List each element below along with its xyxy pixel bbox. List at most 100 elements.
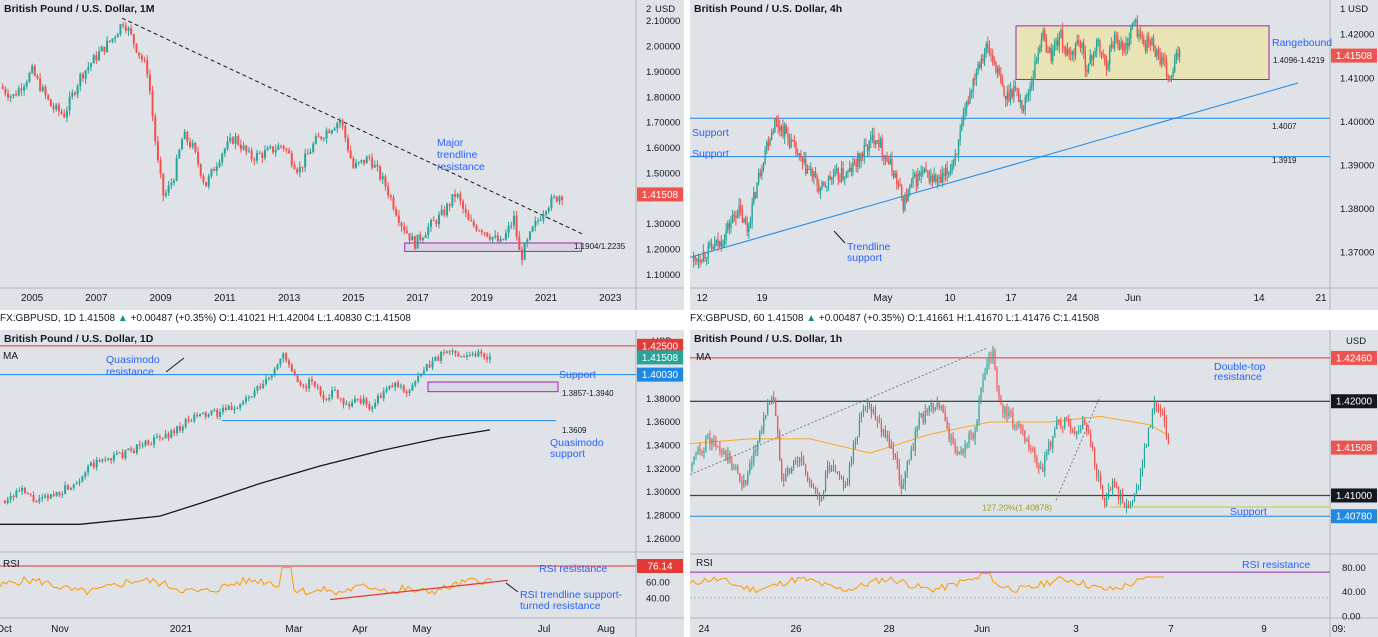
candle-body [491,237,494,240]
candle-body [285,353,288,361]
candle-body [1131,22,1134,28]
chart-panel-4h[interactable]: 1.37000 1.38000 1.39000 1.40000 1.41000 1.420… [690,0,1378,310]
candle-body [1008,411,1010,417]
candle-body [178,149,181,159]
legend-1d-symbol: FX:GBPUSD, 1D [0,313,77,324]
candle-body [926,410,928,412]
candle-body [170,430,173,438]
hourly-price-tag-3-bg [1331,488,1377,503]
candle-body [765,415,767,418]
candle-body [850,168,852,173]
candle-body [1154,50,1156,57]
candle-body [356,398,359,400]
candle-body [201,412,204,414]
candle-body [1147,427,1150,447]
hourly-annot-support: Support [1230,506,1267,518]
candle-body [29,493,32,496]
candle-body [733,468,735,470]
hourly-price-tag-1-bg [1331,394,1377,409]
candle-body [946,421,948,428]
panel-divider-vertical[interactable] [684,0,690,637]
candle-body [737,467,739,474]
candle-body [494,235,497,238]
candle-body [870,137,872,141]
candle-body [939,176,942,183]
candle-body [227,406,230,410]
legend-1h-open: O:1.41661 [907,313,954,324]
candle-body [414,381,417,386]
candle-body [910,449,912,460]
candle-body [977,64,979,71]
candle-body [787,468,789,474]
chart-panel-hourly[interactable]: USD 24 26 28 Jun 3 7 9 09: Double-top resistance 12… [690,330,1378,637]
candle-body [715,441,717,446]
chart-panel-monthly[interactable]: 1.100001.200001.300001.400001.500001.600… [0,0,684,310]
candle-body [1004,95,1007,100]
candle-body [328,130,331,134]
candle-body [788,137,791,148]
candle-body [932,403,934,410]
candle-body [886,435,888,438]
candle-body [941,173,944,183]
candle-body [772,131,774,133]
candle-body [986,364,988,374]
candle-body [258,152,261,154]
hourly-price-tag-2-bg [1331,440,1377,455]
monthly-x-tick-6: 2017 [406,293,429,304]
monthly-x-tick-9: 2023 [599,293,622,304]
candle-body [1071,51,1074,54]
candle-body [44,86,47,95]
monthly-y-tick-0: 1.10000 [646,270,680,281]
candle-body [984,373,986,380]
arrow-icon [165,357,185,373]
candle-body [1145,446,1148,448]
4h-y-tick-5: 1.42000 [1340,30,1374,41]
candle-body [381,176,384,180]
candle-body [1175,53,1178,62]
candle-body [424,235,427,238]
up-triangle-icon: ▲ [117,313,128,324]
candle-body [342,398,345,405]
candle-body [488,236,491,240]
monthly-y-tick-6: 1.70000 [646,118,680,129]
candle-body [359,399,362,404]
hourly-x-tick-1: 26 [790,624,802,635]
candle-body [1112,44,1114,48]
candle-body [190,420,193,422]
candle-body [779,432,781,461]
candle-body [709,436,711,445]
candle-body [826,186,828,188]
trendline-support [690,82,1299,258]
candle-body [1125,503,1128,508]
candle-body [451,350,454,352]
4h-x-tick-8: 21 [1315,293,1327,304]
candle-body [384,176,387,187]
candle-body [808,169,810,171]
candle-body [741,210,744,223]
candle-body [711,439,713,445]
candle-body [1038,464,1040,469]
candle-body [1107,64,1109,70]
candle-body [770,131,773,140]
candle-body [338,120,341,124]
candle-body [914,431,916,451]
candle-body [1122,41,1124,50]
candle-body [767,403,769,416]
chart-panel-daily[interactable]: 1.26000 1.28000 1.30000 1.32000 1.34000 1.360… [0,330,684,637]
legend-1d-low: L:1.40830 [317,313,362,324]
candle-body [1090,432,1092,445]
candle-body [946,167,948,175]
candle-body [1080,428,1082,431]
candle-body [49,494,52,499]
candle-body [840,168,843,182]
candle-body [879,138,882,148]
candle-body [995,62,997,72]
candle-body [1048,441,1050,452]
candle-body [793,140,796,143]
candle-body [379,395,382,399]
candle-body [751,203,753,223]
candle-body [189,141,192,147]
candle-body [373,164,376,168]
candle-body [193,414,196,421]
dotted-trendline-2 [1055,396,1101,501]
